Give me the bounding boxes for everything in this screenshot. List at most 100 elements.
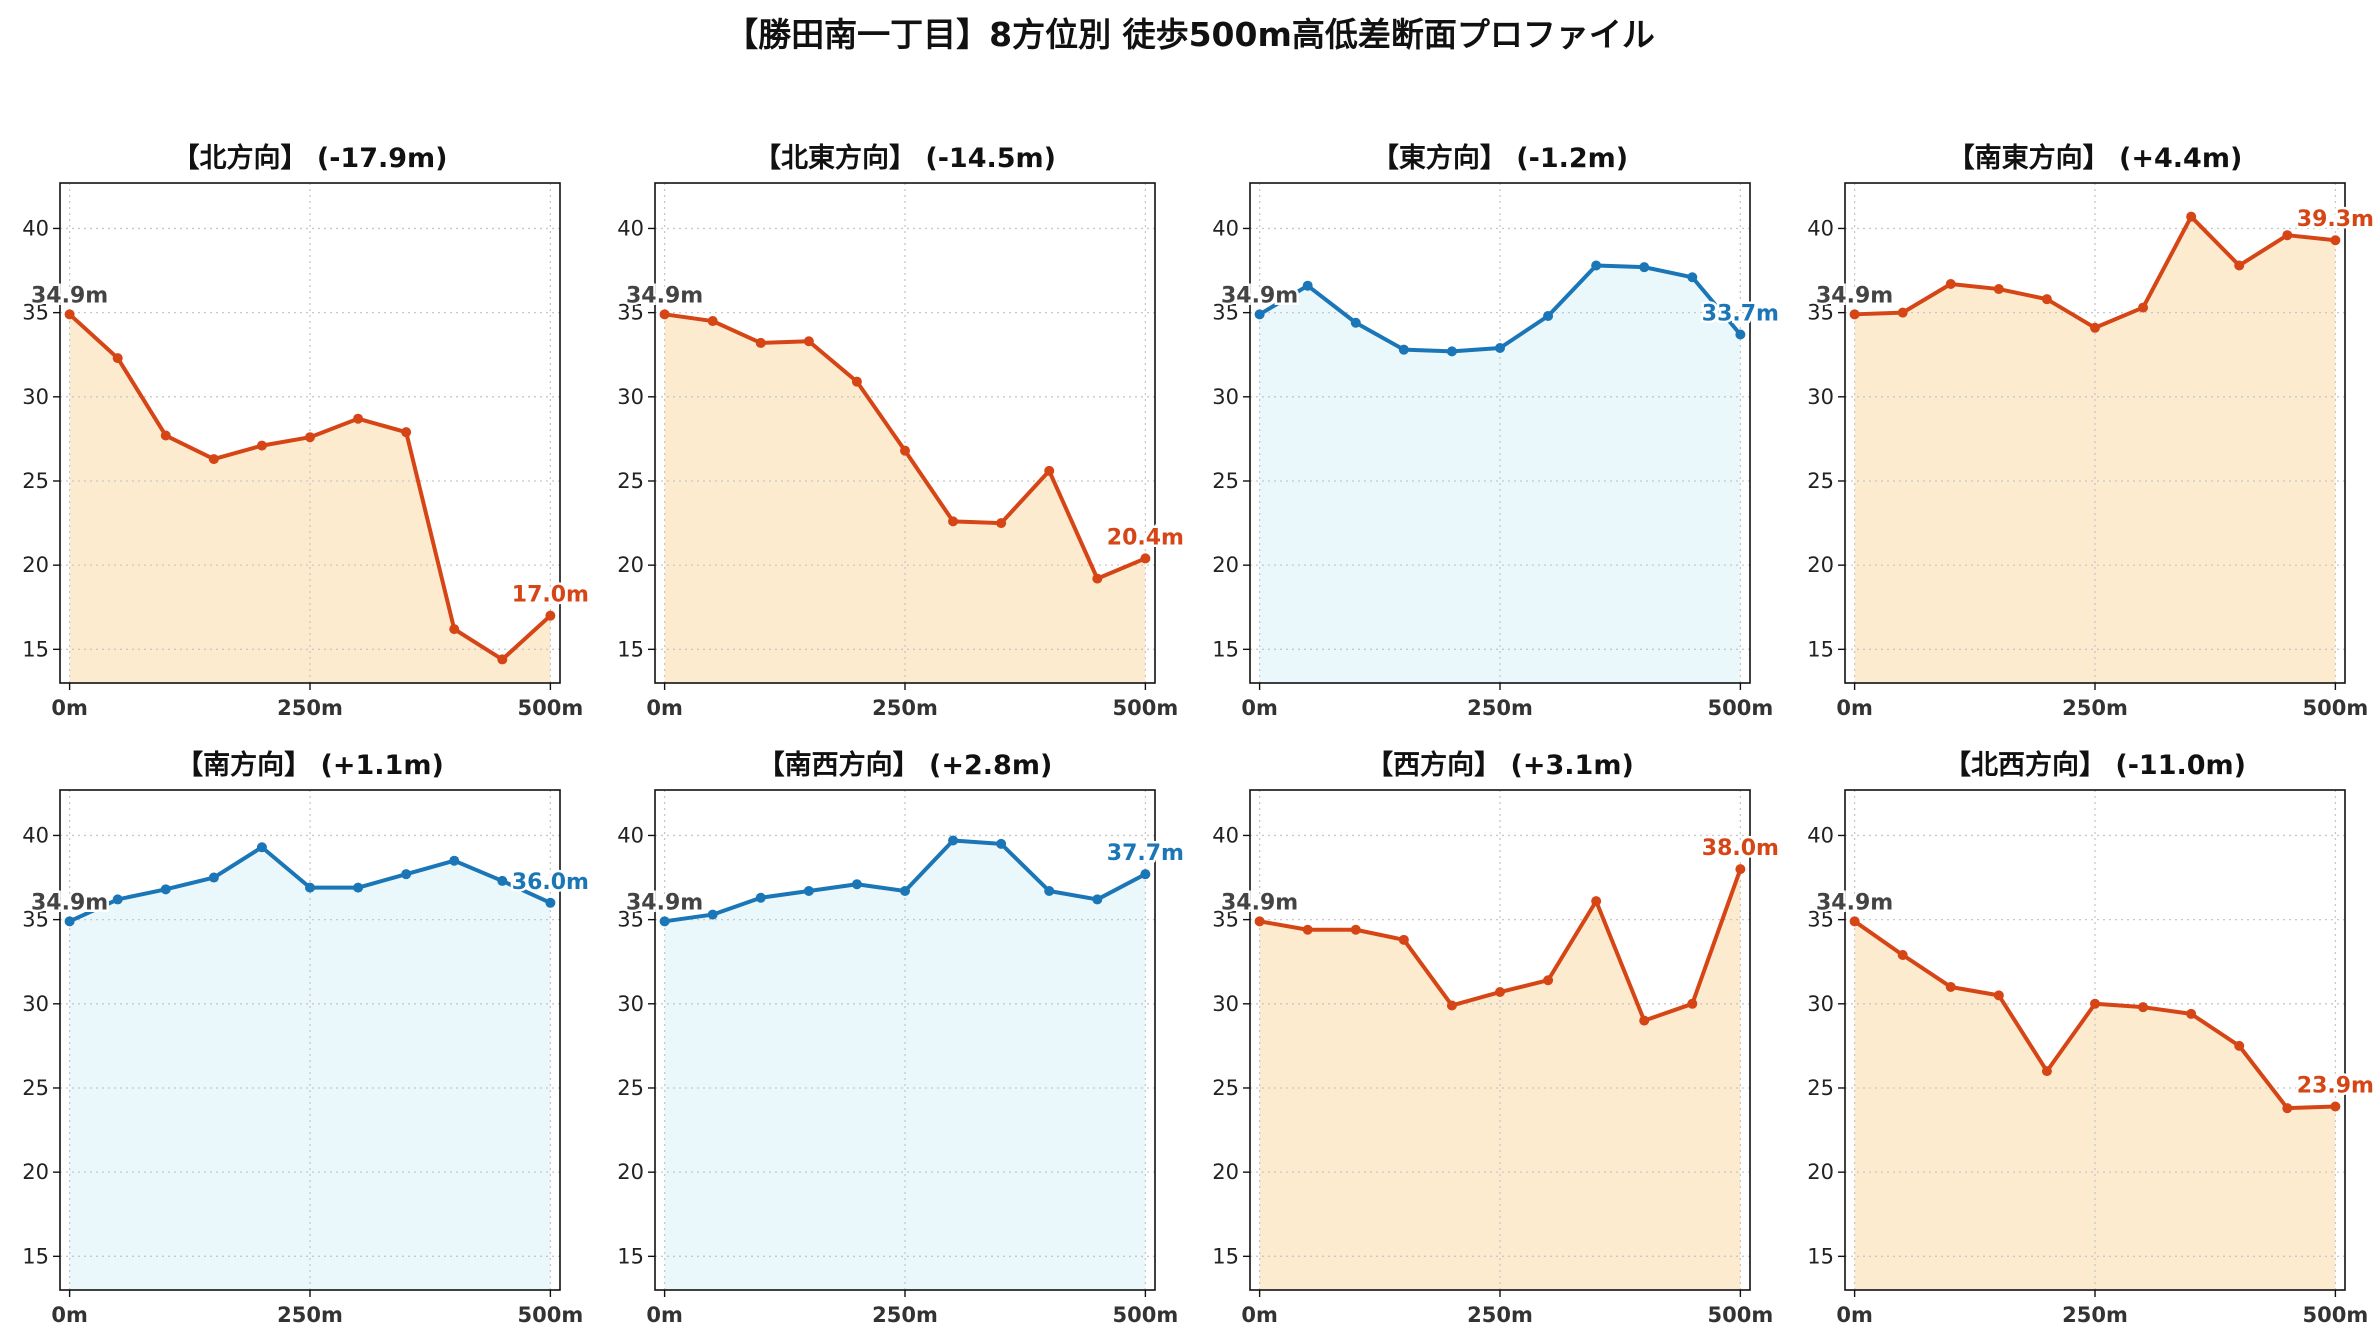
data-point (208, 872, 219, 883)
y-tick-label: 30 (1212, 385, 1239, 409)
start-value-label: 34.9m (1221, 890, 1298, 915)
data-point (2090, 998, 2100, 1009)
x-tick-label: 0m (646, 696, 683, 720)
y-tick-label: 25 (22, 469, 49, 493)
chart-panel-6: 【南西方向】 (+2.8m) 15 20 25 30 35 40 0m 250m 500m 34.9… (617, 749, 1186, 1327)
data-point (1495, 342, 1505, 353)
x-tick-label: 500m (1113, 1303, 1179, 1327)
y-tick-label: 30 (22, 992, 49, 1016)
data-point (996, 518, 1007, 529)
area-fill (664, 840, 1146, 1290)
y-tick-label: 30 (1807, 385, 1834, 409)
y-tick-label: 25 (1807, 1076, 1834, 1100)
x-tick-label: 0m (646, 1303, 683, 1327)
data-point (1735, 864, 1746, 875)
y-tick-label: 35 (22, 908, 49, 932)
data-point (948, 835, 959, 846)
y-tick-label: 35 (1212, 908, 1239, 932)
data-point (851, 376, 862, 387)
y-tick-label: 15 (1212, 637, 1239, 661)
data-point (160, 884, 171, 895)
start-value-label: 34.9m (31, 890, 108, 915)
data-point (1398, 934, 1409, 945)
y-tick-label: 15 (617, 1244, 644, 1268)
data-point (1044, 465, 1055, 476)
y-tick-label: 25 (617, 1076, 644, 1100)
data-point (1044, 886, 1055, 897)
data-point (2138, 1002, 2149, 1013)
y-tick-label: 25 (1212, 1076, 1239, 1100)
start-value-label: 34.9m (1816, 283, 1893, 308)
y-tick-label: 35 (617, 908, 644, 932)
start-value-label: 34.9m (31, 283, 108, 308)
y-tick-label: 40 (1212, 823, 1239, 847)
y-tick-label: 40 (617, 216, 644, 240)
data-point (1687, 272, 1698, 283)
y-tick-label: 20 (1807, 1160, 1834, 1184)
y-tick-label: 25 (22, 1076, 49, 1100)
area-fill (1854, 216, 2336, 683)
y-tick-label: 20 (1807, 553, 1834, 577)
x-tick-label: 500m (518, 696, 584, 720)
page-title: 【勝田南一丁目】8方位別 徒歩500m高低差断面プロファイル (725, 15, 1655, 54)
chart-panel-4: 【南東方向】 (+4.4m) 15 20 25 30 35 40 0m 250m 500m 34.9… (1807, 142, 2376, 720)
data-point (996, 838, 1007, 849)
y-tick-label: 15 (22, 637, 49, 661)
x-tick-label: 500m (1708, 696, 1774, 720)
data-point (449, 855, 460, 866)
x-tick-label: 250m (872, 1303, 938, 1327)
y-tick-label: 35 (1212, 301, 1239, 325)
data-point (1543, 310, 1554, 321)
data-point (2282, 230, 2293, 241)
y-tick-label: 20 (617, 1160, 644, 1184)
start-value-label: 34.9m (626, 890, 703, 915)
area-fill (1854, 921, 2336, 1290)
data-point (208, 454, 219, 465)
data-point (1945, 279, 1956, 290)
x-tick-label: 0m (1836, 696, 1873, 720)
data-point (851, 879, 862, 890)
data-point (160, 430, 171, 441)
data-point (112, 894, 123, 905)
data-point (1092, 573, 1103, 584)
data-point (2234, 260, 2245, 271)
data-point (112, 353, 123, 364)
data-point (1993, 990, 2004, 1001)
data-point (755, 337, 766, 348)
data-point (2282, 1103, 2293, 1114)
data-point (353, 413, 364, 424)
y-tick-label: 35 (1807, 301, 1834, 325)
x-tick-label: 0m (1241, 1303, 1278, 1327)
data-point (900, 886, 910, 897)
y-tick-label: 25 (617, 469, 644, 493)
data-point (545, 897, 556, 908)
chart-panel-3: 【東方向】 (-1.2m) 15 20 25 30 35 40 0m 250m 500m 34.9m… (1212, 142, 1781, 720)
area-fill (69, 847, 551, 1290)
data-point (1543, 975, 1554, 986)
y-tick-label: 20 (22, 553, 49, 577)
y-tick-label: 35 (1807, 908, 1834, 932)
panel-title: 【東方向】 (-1.2m) (1372, 142, 1628, 174)
data-point (256, 440, 267, 451)
x-tick-label: 500m (1708, 1303, 1774, 1327)
y-tick-label: 30 (22, 385, 49, 409)
data-point (256, 842, 267, 853)
panel-title: 【北東方向】 (-14.5m) (754, 142, 1056, 174)
data-point (1254, 309, 1265, 320)
chart-panel-7: 【西方向】 (+3.1m) 15 20 25 30 35 40 0m 250m 500m 34.9m… (1212, 749, 1781, 1327)
y-tick-label: 40 (22, 216, 49, 240)
y-tick-label: 30 (1212, 992, 1239, 1016)
data-point (707, 316, 718, 327)
data-point (1591, 896, 1602, 907)
data-point (1849, 309, 1860, 320)
y-tick-label: 40 (22, 823, 49, 847)
x-tick-label: 250m (1467, 696, 1533, 720)
x-tick-label: 0m (1241, 696, 1278, 720)
y-tick-label: 15 (617, 637, 644, 661)
data-point (1350, 924, 1361, 935)
panel-title: 【北西方向】 (-11.0m) (1944, 749, 2246, 781)
x-tick-label: 0m (1836, 1303, 1873, 1327)
start-value-label: 34.9m (1221, 283, 1298, 308)
data-point (1639, 1015, 1650, 1026)
y-tick-label: 20 (1212, 553, 1239, 577)
